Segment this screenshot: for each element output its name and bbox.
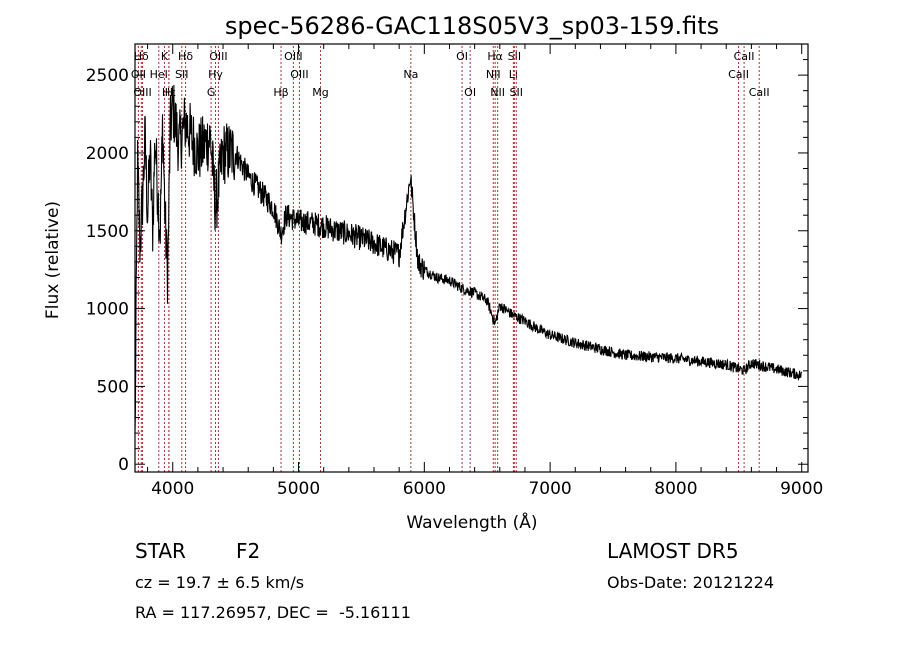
x-tick-label-1: 5000 [277,479,320,499]
line-label-22: SII [508,50,521,63]
line-label-6: Hδ [178,50,193,63]
x-tick-label-2: 6000 [403,479,446,499]
line-label-21: NII [490,86,505,99]
line-label-26: CaII [728,68,749,81]
line-label-16: Na [403,68,418,81]
line-label-25: CaII [734,50,755,63]
y-tick-label-0: 0 [118,455,129,475]
coordinates: RA = 117.26957, DEC = -5.16111 [135,603,411,622]
obs-date: Obs-Date: 20121224 [607,573,775,592]
line-label-3: K [161,50,169,63]
y-tick-label-1: 500 [97,377,129,397]
line-label-12: OIII [284,50,302,63]
redshift-text: cz = 19.7 ± 6.5 km/s [135,573,305,592]
line-label-0: Hδ [134,50,149,63]
line-label-23: Li [509,68,518,81]
x-tick-label-0: 4000 [151,479,194,499]
plot-frame [134,43,809,473]
y-tick-label-2: 1000 [86,300,129,320]
line-label-18: OI [464,86,476,99]
x-tick-label-4: 8000 [654,479,697,499]
line-label-2: OIII [133,86,151,99]
line-label-20: NII [486,68,501,81]
x-tick-label-3: 7000 [528,479,571,499]
line-label-9: OIII [209,50,227,63]
line-label-8: H [165,86,173,99]
line-label-14: Hβ [273,86,288,99]
chart-title: spec-56286-GAC118S05V3_sp03-159.fits [225,12,719,40]
y-tick-label-5: 2500 [86,66,129,86]
line-label-19: Hα [487,50,503,63]
y-axis-label: Flux (relative) [43,201,63,319]
line-label-4: HeI [150,68,168,81]
y-tick-label-4: 2000 [86,144,129,164]
survey-label: LAMOST DR5 [607,539,739,563]
line-label-13: OIII [290,68,308,81]
spectral-subclass: F2 [236,539,261,563]
object-class: STAR [135,539,186,563]
series-line-flux [134,84,803,431]
line-label-27: CaII [749,86,770,99]
x-tick-label-5: 9000 [780,479,823,499]
line-label-1: OII [131,68,146,81]
line-label-11: G [207,86,216,99]
y-tick-label-3: 1500 [86,222,129,242]
line-label-10: Hγ [208,68,223,81]
line-label-15: Mg [312,86,328,99]
line-label-7: SII [175,68,188,81]
line-label-17: OI [456,50,468,63]
x-axis-label: Wavelength (Å) [406,511,537,533]
line-label-24: SII [510,86,523,99]
